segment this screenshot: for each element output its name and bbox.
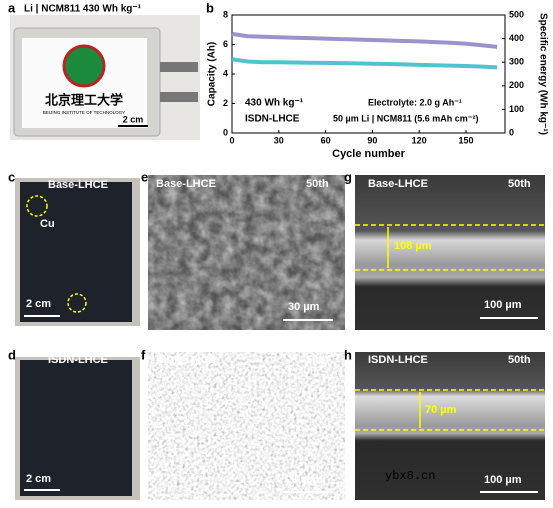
electrode [20,182,132,322]
tab [160,92,198,102]
x-tick-label: 0 [229,135,234,145]
cycle-label: 50th [306,178,329,190]
watermark: ybx8.cn [385,469,435,483]
x-tick-label: 150 [458,135,473,145]
logo-en: BEIJING INSTITUTE OF TECHNOLOGY [43,110,125,115]
data-line [231,57,498,70]
annotation: Electrolyte: 2.0 g Ah⁻¹ [368,97,462,107]
x-axis-label: Cycle number [332,148,405,160]
tab [160,62,198,72]
data-line [231,31,498,49]
scale-label: 30 µm [288,474,320,486]
sem-image [148,175,345,330]
panel-label: b [206,0,214,15]
panel-label: a [8,0,16,15]
highlight [26,195,48,217]
y-tick-label: 2 [223,98,228,108]
electrolyte-name: Base-LHCE [368,178,428,190]
sem-image [148,352,345,500]
y-tick-label: 8 [223,9,228,19]
sem-image [355,352,545,500]
scale-label: 2 cm [26,298,51,310]
y-axis-label: Capacity (Ah) [207,42,218,106]
logo [62,44,106,88]
y2-tick-label: 100 [509,104,524,114]
y2-axis-label: Specific energy (Wh kg⁻¹) [537,13,548,135]
annotation: 430 Wh kg⁻¹ [245,98,304,109]
electrolyte-name: ISDN-LHCE [156,354,216,366]
x-tick-label: 60 [321,135,331,145]
electrolyte-name: ISDN-LHCE [48,354,108,366]
x-tick-label: 30 [274,135,284,145]
panel-title: Li | NCM811 430 Wh kg⁻¹ [24,4,142,15]
panel-label: f [141,347,146,362]
cycle-label: 50th [508,354,531,366]
electrolyte-name: ISDN-LHCE [368,354,428,366]
y2-tick-label: 500 [509,9,524,19]
panel-label: h [344,347,352,362]
logo-cn: 北京理工大学 [45,92,123,107]
electrode [20,360,132,496]
scale-label: 30 µm [288,301,320,313]
x-tick-label: 120 [412,135,427,145]
panel-label: e [141,169,148,184]
y2-tick-label: 0 [509,127,514,137]
sem-image [355,175,545,330]
panel-label: c [8,169,15,184]
panel-label: d [8,347,16,362]
highlight [67,293,87,313]
thickness-label: 108 µm [394,240,432,252]
cycle-label: 50th [306,354,329,366]
y2-tick-label: 300 [509,57,524,67]
x-tick-label: 90 [367,135,377,145]
y2-tick-label: 400 [509,33,524,43]
electrolyte-name: Base-LHCE [156,178,216,190]
electrolyte-name: Base-LHCE [48,179,108,191]
y-tick-label: 0 [223,127,228,137]
marker-label: Cu [40,218,55,230]
cycle-label: 50th [508,178,531,190]
scale-label: 2 cm [26,473,51,485]
y-tick-label: 6 [223,39,228,49]
scale-label: 2 cm [123,114,144,124]
scale-label: 100 µm [484,299,522,311]
thickness-label: 70 µm [425,404,457,416]
panel-label: g [344,169,352,184]
y2-tick-label: 200 [509,80,524,90]
annotation: 50 µm Li | NCM811 (5.6 mAh cm⁻²) [333,113,479,123]
scale-label: 100 µm [484,474,522,486]
annotation: ISDN-LHCE [245,114,300,125]
y-tick-label: 4 [223,68,228,78]
